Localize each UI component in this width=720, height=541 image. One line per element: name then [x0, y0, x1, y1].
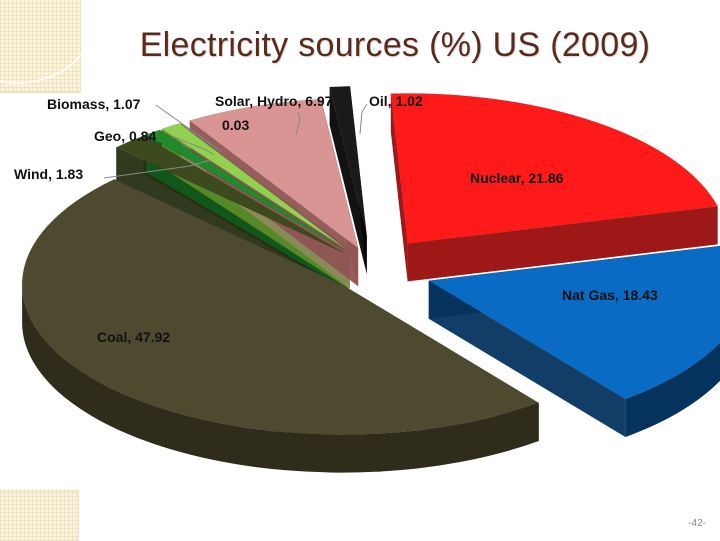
leader-biomass	[155, 104, 223, 153]
pie-slice-nuclear	[390, 93, 719, 244]
label-coal: Coal, 47.92	[97, 329, 170, 345]
pie-slice-coal	[21, 178, 540, 435]
label-geo: Geo, 0.84	[94, 128, 156, 144]
pie-cut-nuclear-0	[390, 93, 408, 282]
label-oil: Oil, 1.02	[369, 93, 423, 109]
leader-solar-hydro	[295, 111, 301, 136]
pie-slice-wind	[115, 135, 345, 254]
leader-oil	[359, 103, 368, 135]
pie-side-nat-gas	[625, 342, 720, 438]
label-wind: Wind, 1.83	[14, 166, 83, 182]
pie-cut-hydro-0	[189, 120, 359, 287]
page-number: -42-	[688, 518, 706, 529]
pie-labels: Nuclear, 21.86 Nat Gas, 18.43 Coal, 47.92 W…	[14, 93, 658, 345]
corner-decoration	[0, 0, 94, 93]
label-nat-gas: Nat Gas, 18.43	[562, 287, 658, 303]
pie-slice-hydro	[189, 98, 359, 249]
pie-side-coal	[22, 284, 539, 473]
pie-cut-nuclear-1	[407, 206, 718, 282]
pie-slice-tops	[21, 85, 720, 435]
pie-slice-biomass	[161, 123, 349, 252]
corner-decoration-bottom	[0, 490, 79, 541]
pie-slice-oil	[329, 85, 368, 237]
pie-cut-nat-gas-1	[428, 280, 626, 438]
label-solar-hydro: Solar, Hydro, 6.97	[215, 93, 333, 109]
label-nuclear: Nuclear, 21.86	[470, 170, 564, 186]
leader-lines	[103, 103, 368, 179]
leader-geo	[171, 135, 215, 156]
leader-wind	[103, 159, 211, 179]
label-biomass: Biomass, 1.07	[47, 96, 141, 112]
pie-slice-nat-gas	[427, 245, 720, 400]
label-solar-value: 0.03	[222, 117, 249, 133]
pie-cut-oil-0	[329, 87, 367, 275]
pie-slice-geo	[145, 129, 347, 252]
slide-title: Electricity sources (%) US (2009)	[139, 26, 651, 64]
